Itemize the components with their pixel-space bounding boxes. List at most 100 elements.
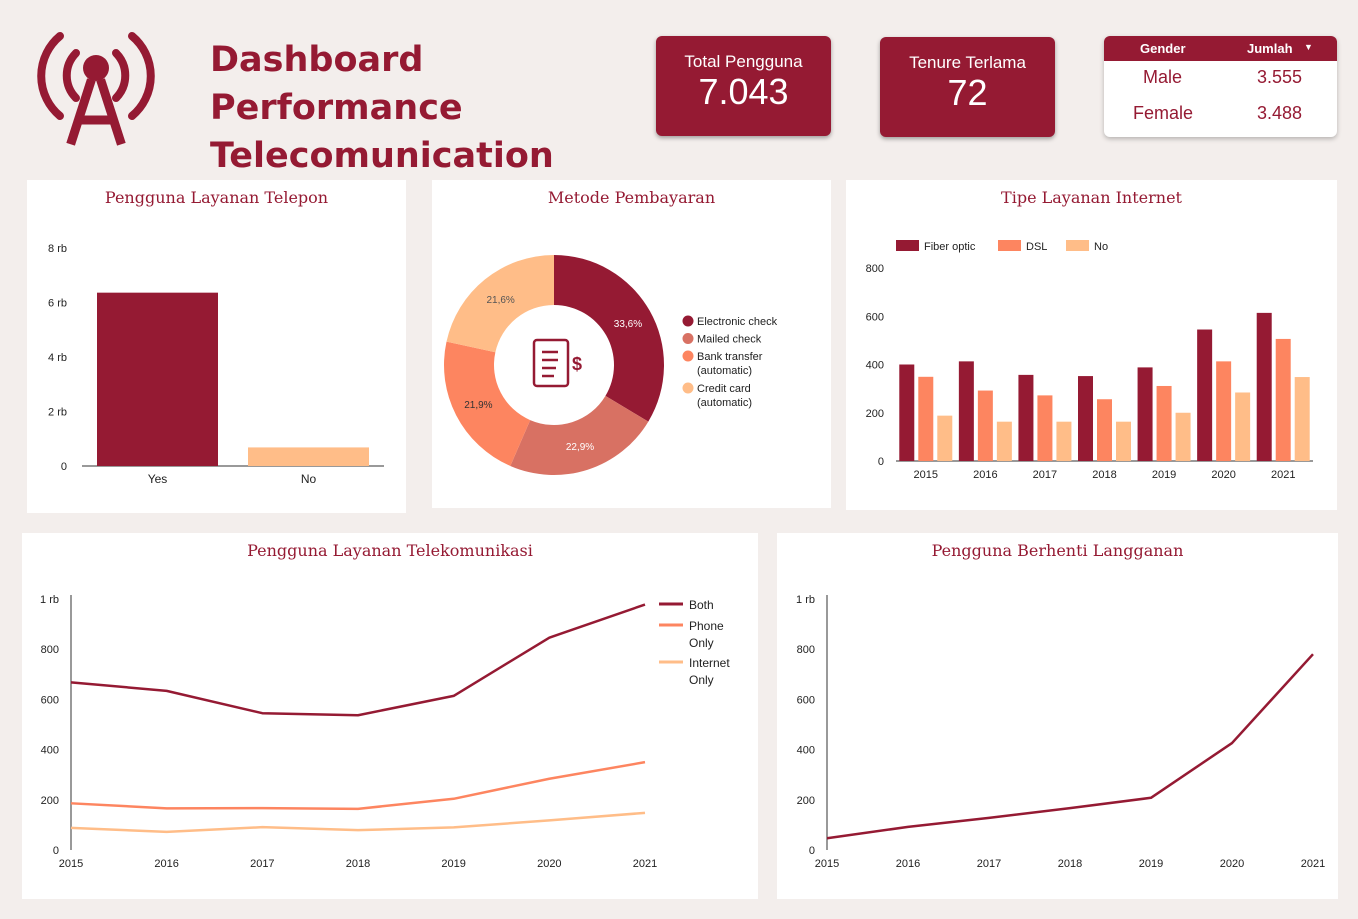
slice-value-label: 22,9%: [566, 442, 594, 453]
y-tick-label: 400: [41, 745, 59, 757]
x-tick-label: 2015: [59, 858, 83, 870]
bar: [1097, 399, 1112, 461]
chart-title: Pengguna Layanan Telepon: [104, 188, 329, 207]
y-tick-label: 600: [41, 694, 59, 706]
legend-swatch: [682, 333, 694, 344]
sort-desc-icon[interactable]: ▼: [1304, 42, 1313, 52]
bar: [899, 364, 915, 461]
legend-swatch: [998, 240, 1021, 251]
bar: [996, 421, 1012, 461]
series-line: [826, 653, 1314, 840]
y-tick-label: 600: [797, 694, 815, 706]
kpi-value: 7.043: [698, 71, 789, 112]
legend-label: Bank transfer: [697, 351, 763, 363]
x-tick-label: 2017: [977, 858, 1001, 870]
y-tick-label: 800: [866, 263, 884, 275]
x-tick-label: 2020: [1220, 858, 1244, 870]
x-tick-label: 2018: [346, 858, 370, 870]
y-tick-label: 800: [797, 644, 815, 656]
y-tick-label: 400: [797, 745, 815, 757]
legend-label: Mailed check: [697, 334, 762, 346]
title-line-1: Dashboard Performance: [210, 40, 463, 128]
legend-label: Electronic check: [697, 316, 778, 328]
legend-label: Credit card: [697, 383, 751, 395]
legend-label: (automatic): [697, 365, 752, 377]
y-tick-label: 600: [866, 311, 884, 323]
x-tick-label: 2021: [1271, 469, 1295, 481]
chart-title: Pengguna Layanan Telekomunikasi: [247, 541, 533, 560]
slice-value-label: 33,6%: [614, 319, 642, 330]
x-tick-label: 2015: [815, 858, 839, 870]
legend-label: Both: [689, 598, 714, 612]
churn-users-line-chart: 0 200 400 600 800 1 rb 2015 2016 2017 2018 2019 202…: [796, 594, 1325, 870]
x-tick-label: 2020: [537, 858, 561, 870]
x-tick-label: 2019: [1152, 469, 1176, 481]
legend-label: Internet: [689, 656, 730, 670]
legend-label: Only: [689, 673, 714, 687]
slice-value-label: 21,6%: [486, 295, 514, 306]
y-tick-label: 400: [866, 360, 884, 372]
bar: [1197, 329, 1213, 461]
kpi-tenure-terlama: Tenure Terlama 72: [880, 37, 1055, 137]
phone-service-bar-chart: 0 2 rb 4 rb 6 rb 8 rb Yes No: [48, 243, 384, 486]
legend-label: Only: [689, 636, 714, 650]
x-tick-label: 2016: [154, 858, 178, 870]
y-tick-label: 0: [809, 845, 815, 857]
x-tick-label: 2017: [1033, 469, 1057, 481]
bar: [937, 415, 953, 461]
legend-swatch: [682, 382, 694, 394]
column-header-jumlah[interactable]: Jumlah: [1247, 41, 1293, 56]
panel-internet-type: Tipe Layanan Internet 0 200 400 600 800 2015 2…: [846, 180, 1337, 510]
x-tick-label: 2016: [896, 858, 920, 870]
bar: [1137, 367, 1153, 461]
panel-telecom-users: Pengguna Layanan Telekomunikasi 0 200 400 6…: [22, 533, 758, 899]
y-tick-label: 0: [61, 461, 67, 473]
bar: [1256, 312, 1272, 461]
bar: [1216, 361, 1232, 461]
column-header-gender[interactable]: Gender: [1140, 41, 1186, 56]
legend-swatch: [1066, 240, 1089, 251]
chart-title: Tipe Layanan Internet: [1001, 188, 1182, 207]
y-tick-label: 8 rb: [48, 243, 67, 255]
x-tick-label: 2019: [1139, 858, 1163, 870]
y-tick-label: 6 rb: [48, 298, 67, 310]
bar: [977, 390, 993, 461]
series-line: [70, 760, 646, 811]
x-tick-label: 2019: [441, 858, 465, 870]
payment-method-donut-chart: 33,6% 22,9% 21,9% 21,6% $ Electronic check Mai…: [444, 255, 778, 475]
kpi-total-pengguna: Total Pengguna 7.043: [656, 36, 831, 136]
legend-swatch: [896, 240, 919, 251]
y-tick-label: 1 rb: [40, 594, 59, 606]
gender-cell: Female: [1133, 103, 1194, 123]
table-row: Male 3.555: [1104, 61, 1337, 97]
table-header: Gender Jumlah ▼: [1104, 36, 1337, 61]
x-tick-label: 2020: [1211, 469, 1235, 481]
panel-churn-users: Pengguna Berhenti Langganan 0 200 400 600 80…: [777, 533, 1338, 899]
pie-slice: [446, 255, 554, 353]
title-line-2: Telecomunication: [210, 136, 554, 176]
bar: [918, 376, 934, 461]
jumlah-cell: 3.555: [1257, 67, 1303, 87]
panel-phone-service: Pengguna Layanan Telepon 0 2 rb 4 rb 6 rb 8 …: [27, 180, 406, 513]
bar: [1116, 421, 1131, 461]
kpi-label: Total Pengguna: [684, 52, 803, 71]
y-tick-label: 1 rb: [796, 594, 815, 606]
x-tick-label: 2021: [633, 858, 657, 870]
pie-slice: [554, 255, 664, 422]
kpi-value: 72: [947, 72, 988, 113]
panel-payment-method: Metode Pembayaran 33,6% 22,9% 21,9% 21,6% $ E…: [432, 180, 831, 508]
x-tick-label: No: [301, 472, 317, 486]
legend-label: Fiber optic: [924, 241, 976, 253]
bar: [1235, 392, 1251, 461]
y-tick-label: 200: [866, 408, 884, 420]
x-tick-label: 2018: [1058, 858, 1082, 870]
gender-cell: Male: [1143, 67, 1183, 87]
x-tick-label: 2016: [973, 469, 997, 481]
jumlah-cell: 3.488: [1257, 103, 1303, 123]
x-tick-label: 2021: [1301, 858, 1325, 870]
radio-tower-icon: [37, 32, 155, 146]
bar: [1018, 374, 1034, 461]
legend-swatch: [682, 315, 694, 327]
svg-text:$: $: [572, 354, 582, 374]
bar: [1037, 395, 1053, 461]
